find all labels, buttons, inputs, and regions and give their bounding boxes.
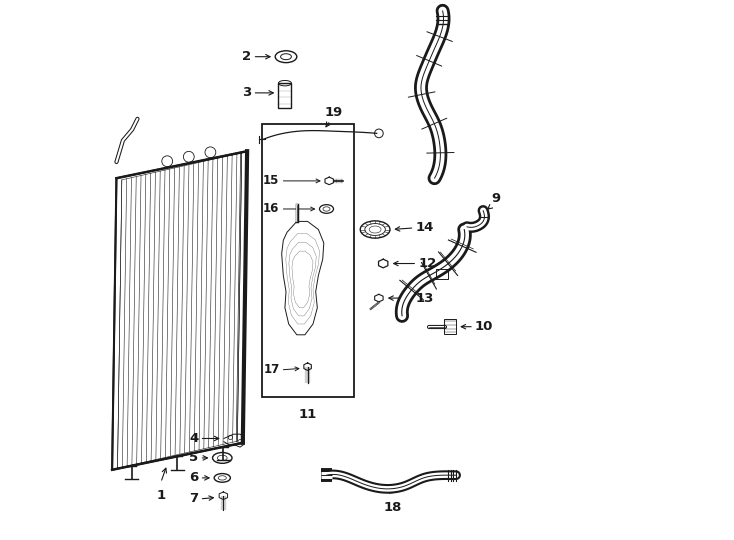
Text: 7: 7 [189,492,198,505]
Text: 4: 4 [189,432,198,445]
Text: 11: 11 [299,408,317,421]
Text: 10: 10 [475,320,493,333]
Bar [278,83,291,108]
Text: 13: 13 [415,292,434,305]
Text: 2: 2 [241,50,251,63]
Bar [436,269,448,279]
Text: 19: 19 [324,106,343,119]
Text: 5: 5 [189,451,198,464]
Text: 8: 8 [438,0,447,3]
Text: 3: 3 [241,86,251,99]
Text: 1: 1 [156,489,165,502]
Text: 17: 17 [264,363,280,376]
Text: 9: 9 [491,192,501,205]
Text: 15: 15 [264,174,280,187]
Text: 6: 6 [189,471,198,484]
Bar [262,124,354,397]
Text: 18: 18 [384,501,402,514]
Text: 12: 12 [418,257,437,270]
Text: 16: 16 [264,202,280,215]
Bar [444,319,456,334]
Text: 14: 14 [415,221,434,234]
